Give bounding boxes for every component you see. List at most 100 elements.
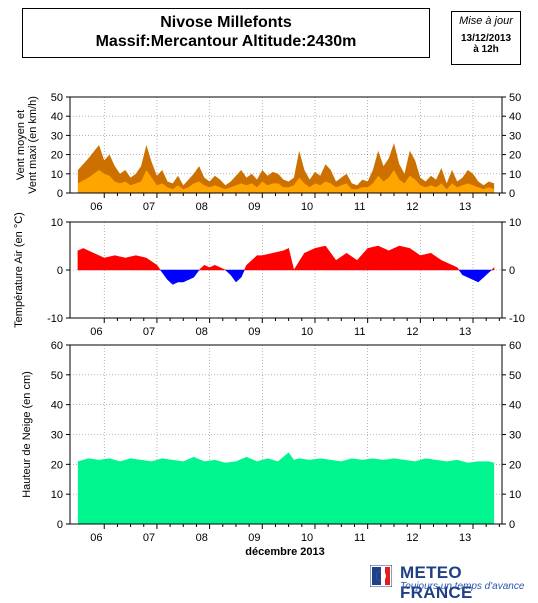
y-tick-label: 0 [57,265,63,277]
y-tick-label: 50 [51,92,63,104]
series-temp-positive [304,248,316,271]
series-temp-positive [441,260,453,271]
series-temp-negative [172,269,179,285]
series-temp-positive [244,265,247,271]
series-temp-positive [430,252,442,271]
x-tick-label: 09 [248,201,260,213]
series-temp-positive [103,255,116,271]
y-tick-label: 50 [509,92,521,104]
series-temp-negative [224,269,231,276]
plot-frame [69,96,503,194]
meteo-france-logo: METEO FRANCE Toujours un temps d'avance [370,563,535,602]
y-tick-label: 50 [51,370,63,382]
series-temp-positive [77,248,84,271]
y-axis-label: Température Air (en °C) [13,212,25,328]
update-label: Mise à jour [459,15,513,27]
series-temp-positive [377,245,389,271]
y-axis-label: Hauteur de Neige (en cm) [21,371,33,498]
series-snow-depth [77,452,495,524]
series-temp-positive [135,255,147,271]
series-temp-positive [490,267,495,271]
series-temp-positive [420,252,432,271]
series-temp-positive [272,250,284,271]
series-temp-positive [82,248,94,271]
title-box: Nivose Millefonts Massif:Mercantour Alti… [22,8,430,58]
series-temp-negative [467,269,474,280]
y-tick-label: 10 [51,489,63,501]
x-tick-label: 09 [248,532,260,544]
series-temp-positive [219,267,226,271]
x-tick-label: 06 [90,201,102,213]
series-temp-negative [235,269,242,283]
update-date: 13/12/2013 [460,33,512,44]
series-temp-negative [161,269,168,281]
y-tick-label: 60 [51,340,63,352]
x-tick-label: 10 [301,326,313,338]
x-tick-label: 08 [196,532,208,544]
y-tick-label: 30 [51,130,63,142]
series-temp-positive [214,264,221,271]
series-temp-positive [293,252,305,271]
x-tick-label: 08 [196,201,208,213]
series-temp-positive [114,255,126,271]
x-tick-label: 09 [248,326,260,338]
chart-panel-temperature: -10 -10 0 0 10 10 06 07 08 09 10 11 12 13 Température … [13,212,525,338]
x-tick-label: 13 [459,532,471,544]
y-tick-label: 30 [509,130,521,142]
y-tick-label: 20 [509,150,521,162]
series-temp-negative [177,269,184,283]
x-tick-label: 08 [196,326,208,338]
x-tick-label: 06 [90,326,102,338]
y-tick-label: 10 [51,217,63,229]
series-temp-positive [346,252,358,271]
series-temp-positive [409,247,421,271]
series-temp-negative [478,269,484,283]
x-axis-label: décembre 2013 [245,546,325,558]
y-tick-label: 10 [51,169,63,181]
x-tick-label: 10 [301,201,313,213]
update-time: à 12h [473,44,499,55]
y-tick-label: 20 [509,459,521,471]
x-tick-label: 12 [406,532,418,544]
series-temp-negative [488,269,493,273]
y-axis-label: Vent maxi (en km/h) [27,96,39,194]
series-temp-positive [399,245,411,271]
series-temp-positive [451,264,458,271]
meteo-france-logo-icon [370,565,392,587]
y-tick-label: 60 [509,340,521,352]
series-temp-positive [209,264,216,271]
series-temp-positive [356,247,368,271]
x-tick-label: 07 [143,326,155,338]
series-temp-positive [146,257,158,271]
x-tick-label: 12 [406,201,418,213]
series-temp-negative [458,269,463,276]
series-temp-positive [283,248,289,271]
x-tick-label: 10 [301,532,313,544]
series-temp-positive [125,255,137,271]
y-tick-label: -10 [509,313,525,325]
series-temp-negative [167,269,173,285]
y-tick-label: 40 [509,111,521,123]
x-tick-label: 11 [354,532,365,544]
y-tick-label: 0 [57,188,63,200]
series-temp-negative [230,269,237,283]
y-tick-label: 10 [509,169,521,181]
y-tick-label: 30 [51,430,63,442]
series-temp-positive [198,264,205,271]
series-wind-mean [77,170,495,193]
y-tick-label: 40 [51,111,63,123]
series-temp-positive [388,245,400,271]
y-tick-label: 0 [509,188,515,200]
y-axis-label: Vent moyen et [15,110,27,180]
series-temp-negative [193,269,200,278]
x-tick-label: 07 [143,532,155,544]
series-temp-positive [314,245,326,271]
y-tick-label: 10 [509,217,521,229]
y-tick-label: 0 [509,265,515,277]
brand-tagline: Toujours un temps d'avance [400,581,525,592]
series-temp-positive [335,252,347,271]
series-temp-positive [251,255,258,271]
series-temp-positive [204,264,210,271]
y-tick-label: 10 [509,489,521,501]
